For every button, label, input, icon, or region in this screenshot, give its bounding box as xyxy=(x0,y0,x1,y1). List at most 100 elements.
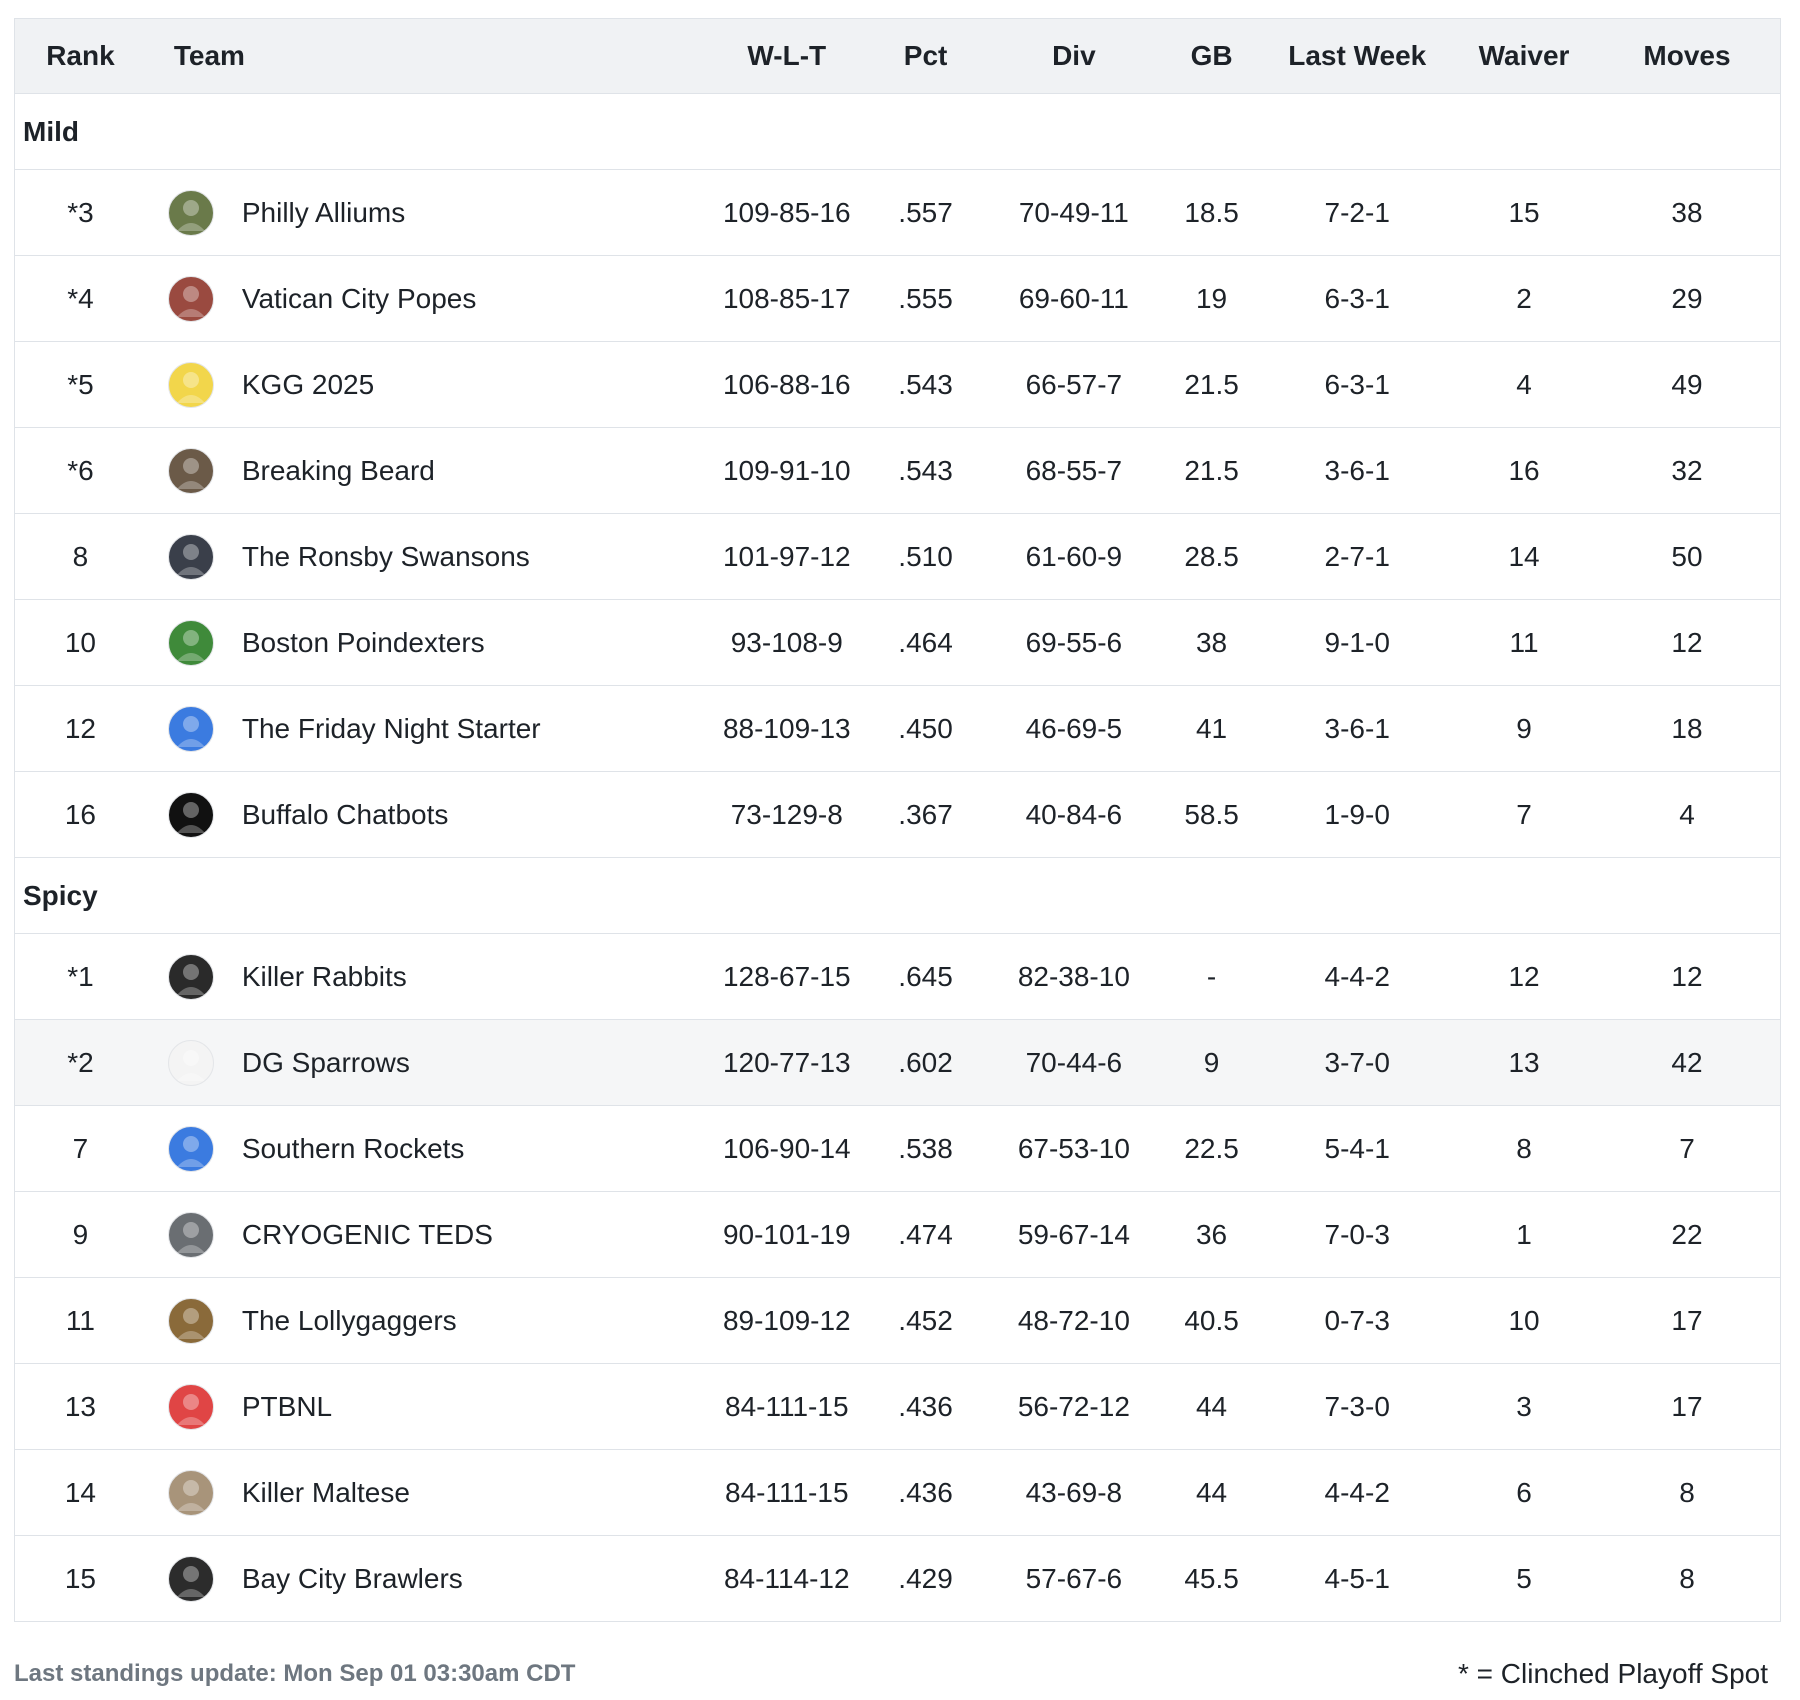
moves-cell: 8 xyxy=(1593,1449,1781,1536)
cryo-jar-avatar-icon[interactable] xyxy=(167,1211,214,1258)
gb-cell: 58.5 xyxy=(1162,771,1261,858)
maltese-dog-avatar-icon[interactable] xyxy=(167,1469,214,1516)
gb-cell: 19 xyxy=(1162,255,1261,342)
pct-cell: .464 xyxy=(866,599,985,686)
div-cell: 57-67-6 xyxy=(984,1535,1163,1622)
team-cell: The Friday Night Starter xyxy=(145,685,708,772)
moves-cell: 4 xyxy=(1593,771,1781,858)
player-photo-avatar-icon[interactable] xyxy=(167,533,214,580)
team-name-link[interactable]: Breaking Beard xyxy=(241,454,435,486)
div-cell: 56-72-12 xyxy=(984,1363,1163,1450)
col-header-waiver[interactable]: Waiver xyxy=(1454,18,1594,94)
team-name-link[interactable]: The Lollygaggers xyxy=(241,1304,457,1336)
lollygagger-avatar-icon[interactable] xyxy=(167,1297,214,1344)
last-week-cell: 4-5-1 xyxy=(1260,1535,1455,1622)
team-row: *6 Breaking Beard 109-91-10.543 68-55-7 21.5… xyxy=(14,427,1781,514)
green-monster-avatar-icon[interactable] xyxy=(167,619,214,666)
header-row: Rank Team W-L-T Pct Div GB Last Week Wai… xyxy=(14,18,1781,94)
pct-cell: .543 xyxy=(866,341,985,428)
wlt-cell: 73-129-8 xyxy=(707,771,867,858)
red-cap-avatar-icon[interactable] xyxy=(167,1383,214,1430)
waiver-cell: 16 xyxy=(1454,427,1594,514)
last-week-cell: 4-4-2 xyxy=(1260,1449,1455,1536)
moves-cell: 49 xyxy=(1593,341,1781,428)
team-name-link[interactable]: The Ronsby Swansons xyxy=(241,540,530,572)
wlt-cell: 90-101-19 xyxy=(707,1191,867,1278)
last-week-cell: 3-6-1 xyxy=(1260,685,1455,772)
team-row: 14 Killer Maltese 84-111-15.436 43-69-8 44 4-… xyxy=(14,1449,1781,1536)
moves-cell: 38 xyxy=(1593,169,1781,256)
rank-cell: *4 xyxy=(14,255,146,342)
team-row: 13 PTBNL 84-111-15.436 56-72-12 44 7-3-0 3 17 xyxy=(14,1363,1781,1450)
col-header-last-week[interactable]: Last Week xyxy=(1260,18,1455,94)
team-name-link[interactable]: Philly Alliums xyxy=(241,196,406,228)
div-cell: 69-55-6 xyxy=(984,599,1163,686)
team-cell-content: The Friday Night Starter xyxy=(146,705,707,752)
team-name-link[interactable]: KGG 2025 xyxy=(241,368,375,400)
waiver-cell: 2 xyxy=(1454,255,1594,342)
team-row: 10 Boston Poindexters 93-108-9.464 69-55-6 3… xyxy=(14,599,1781,686)
sparrow-avatar-icon[interactable] xyxy=(167,1039,214,1086)
div-cell: 68-55-7 xyxy=(984,427,1163,514)
pct-cell: .555 xyxy=(866,255,985,342)
team-name-link[interactable]: DG Sparrows xyxy=(241,1046,410,1078)
team-cell-content: Philly Alliums xyxy=(146,189,707,236)
team-name-link[interactable]: Bay City Brawlers xyxy=(241,1562,463,1594)
team-name-link[interactable]: CRYOGENIC TEDS xyxy=(241,1218,493,1250)
team-name-link[interactable]: PTBNL xyxy=(241,1390,333,1422)
rocket-avatar-icon[interactable] xyxy=(167,1125,214,1172)
pct-cell: .543 xyxy=(866,427,985,514)
team-name-link[interactable]: The Friday Night Starter xyxy=(241,712,541,744)
team-cell: CRYOGENIC TEDS xyxy=(145,1191,708,1278)
team-cell-content: KGG 2025 xyxy=(146,361,707,408)
col-header-div[interactable]: Div xyxy=(984,18,1163,94)
team-cell: The Lollygaggers xyxy=(145,1277,708,1364)
team-row: 12 The Friday Night Starter 88-109-13.450 4… xyxy=(14,685,1781,772)
section-header: Spicy xyxy=(14,857,1781,934)
waiver-cell: 7 xyxy=(1454,771,1594,858)
team-cell-content: Breaking Beard xyxy=(146,447,707,494)
wlt-cell: 106-88-16 xyxy=(707,341,867,428)
team-name-link[interactable]: Southern Rockets xyxy=(241,1132,465,1164)
standings-container: Rank Team W-L-T Pct Div GB Last Week Wai… xyxy=(14,18,1781,1622)
bearded-man-avatar-icon[interactable] xyxy=(167,447,214,494)
team-name-link[interactable]: Buffalo Chatbots xyxy=(241,798,449,830)
rank-cell: *6 xyxy=(14,427,146,514)
wlt-cell: 120-77-13 xyxy=(707,1019,867,1106)
blue-cap-avatar-icon[interactable] xyxy=(167,705,214,752)
clinched-legend: * = Clinched Playoff Spot xyxy=(1457,1658,1768,1689)
waiver-cell: 10 xyxy=(1454,1277,1594,1364)
garden-avatar-icon[interactable] xyxy=(167,189,214,236)
bulldog-avatar-icon[interactable] xyxy=(167,1555,214,1602)
col-header-wlt[interactable]: W-L-T xyxy=(707,18,867,94)
waiver-cell: 8 xyxy=(1454,1105,1594,1192)
col-header-gb[interactable]: GB xyxy=(1162,18,1261,94)
cap-avatar-icon[interactable] xyxy=(167,361,214,408)
rabbit-avatar-icon[interactable] xyxy=(167,953,214,1000)
last-week-cell: 2-7-1 xyxy=(1260,513,1455,600)
pct-cell: .452 xyxy=(866,1277,985,1364)
team-cell-content: DG Sparrows xyxy=(146,1039,707,1086)
team-cell-content: Buffalo Chatbots xyxy=(146,791,707,838)
team-name-link[interactable]: Boston Poindexters xyxy=(241,626,485,658)
pope-avatar-icon[interactable] xyxy=(167,275,214,322)
last-week-cell: 3-7-0 xyxy=(1260,1019,1455,1106)
rank-cell: *3 xyxy=(14,169,146,256)
red-eye-avatar-icon[interactable] xyxy=(167,791,214,838)
col-header-pct[interactable]: Pct xyxy=(866,18,985,94)
team-row: *2 DG Sparrows 120-77-13.602 70-44-6 9 3-7-0 1… xyxy=(14,1019,1781,1106)
col-header-moves[interactable]: Moves xyxy=(1593,18,1781,94)
wlt-cell: 84-111-15 xyxy=(707,1363,867,1450)
col-header-team[interactable]: Team xyxy=(145,18,708,94)
team-row: *1 Killer Rabbits 128-67-15.645 82-38-10-4-… xyxy=(14,933,1781,1020)
team-name-link[interactable]: Killer Rabbits xyxy=(241,960,407,992)
team-name-link[interactable]: Killer Maltese xyxy=(241,1476,410,1508)
col-header-rank[interactable]: Rank xyxy=(14,18,146,94)
team-cell: The Ronsby Swansons xyxy=(145,513,708,600)
wlt-cell: 128-67-15 xyxy=(707,933,867,1020)
wlt-cell: 101-97-12 xyxy=(707,513,867,600)
moves-cell: 17 xyxy=(1593,1363,1781,1450)
waiver-cell: 12 xyxy=(1454,933,1594,1020)
team-cell: Vatican City Popes xyxy=(145,255,708,342)
team-name-link[interactable]: Vatican City Popes xyxy=(241,282,477,314)
